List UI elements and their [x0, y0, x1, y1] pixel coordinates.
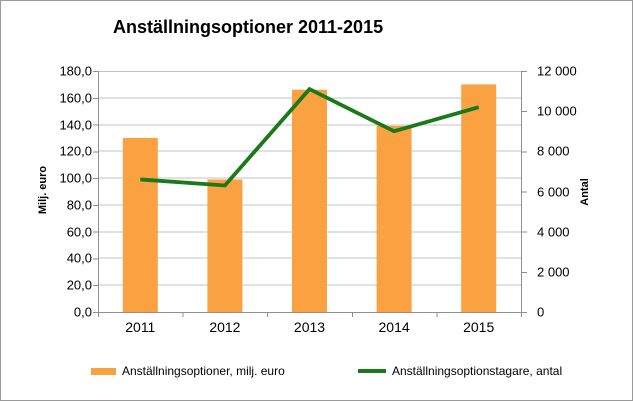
legend-item-label: Anställningsoptionstagare, antal: [392, 364, 563, 378]
left-axis-tick-label: 120,0: [59, 143, 92, 159]
left-axis-tick-label: 0,0: [73, 304, 92, 320]
legend-bar-swatch-icon: [91, 367, 116, 375]
right-axis-tick-label: 4 000: [537, 224, 570, 240]
left-axis-title: Milj. euro: [37, 165, 49, 215]
bar-2011: [122, 137, 158, 312]
chart-title: Anställningsoptioner 2011-2015: [113, 17, 384, 37]
right-axis-tick-label: 12 000: [537, 63, 577, 79]
right-axis-tick-label: 6 000: [537, 184, 570, 199]
left-axis-tick-label: 160,0: [59, 90, 92, 106]
legend-line-swatch-icon: [358, 369, 386, 373]
left-axis-tick-label: 140,0: [59, 117, 92, 133]
right-axis-title: Antal: [579, 178, 591, 206]
right-axis-tick-label: 8 000: [537, 143, 570, 159]
left-axis-tick-label: 20,0: [66, 277, 92, 293]
bar-2012: [207, 179, 243, 312]
left-axis-tick-label: 40,0: [66, 250, 92, 266]
left-axis-tick-label: 100,0: [59, 170, 92, 186]
right-axis-tick-label: 10 000: [537, 103, 577, 119]
left-axis-tick-label: 180,0: [59, 63, 92, 79]
x-axis-category-label: 2012: [209, 319, 241, 335]
legend-item-line: Anställningsoptionstagare, antal: [358, 364, 562, 378]
bar-2015: [461, 84, 497, 312]
x-axis-category-label: 2014: [378, 319, 410, 335]
left-axis-tick-label: 60,0: [66, 224, 92, 240]
bar-2014: [376, 125, 412, 313]
legend-item-label: Anställningsoptioner, milj. euro: [122, 364, 285, 378]
right-axis-tick-label: 0: [537, 304, 545, 320]
chart-legend: Anställningsoptioner, milj. euro Anställn…: [1, 364, 632, 382]
left-axis-tick-label: 80,0: [66, 197, 92, 213]
right-axis-tick-label: 2 000: [537, 264, 570, 280]
x-axis-category-label: 2013: [293, 319, 326, 335]
x-axis-category-label: 2015: [463, 319, 495, 335]
x-axis-category-label: 2011: [125, 319, 156, 335]
legend-item-bars: Anställningsoptioner, milj. euro: [91, 364, 285, 378]
line-series: [140, 86, 480, 188]
bar-2013: [292, 89, 327, 312]
